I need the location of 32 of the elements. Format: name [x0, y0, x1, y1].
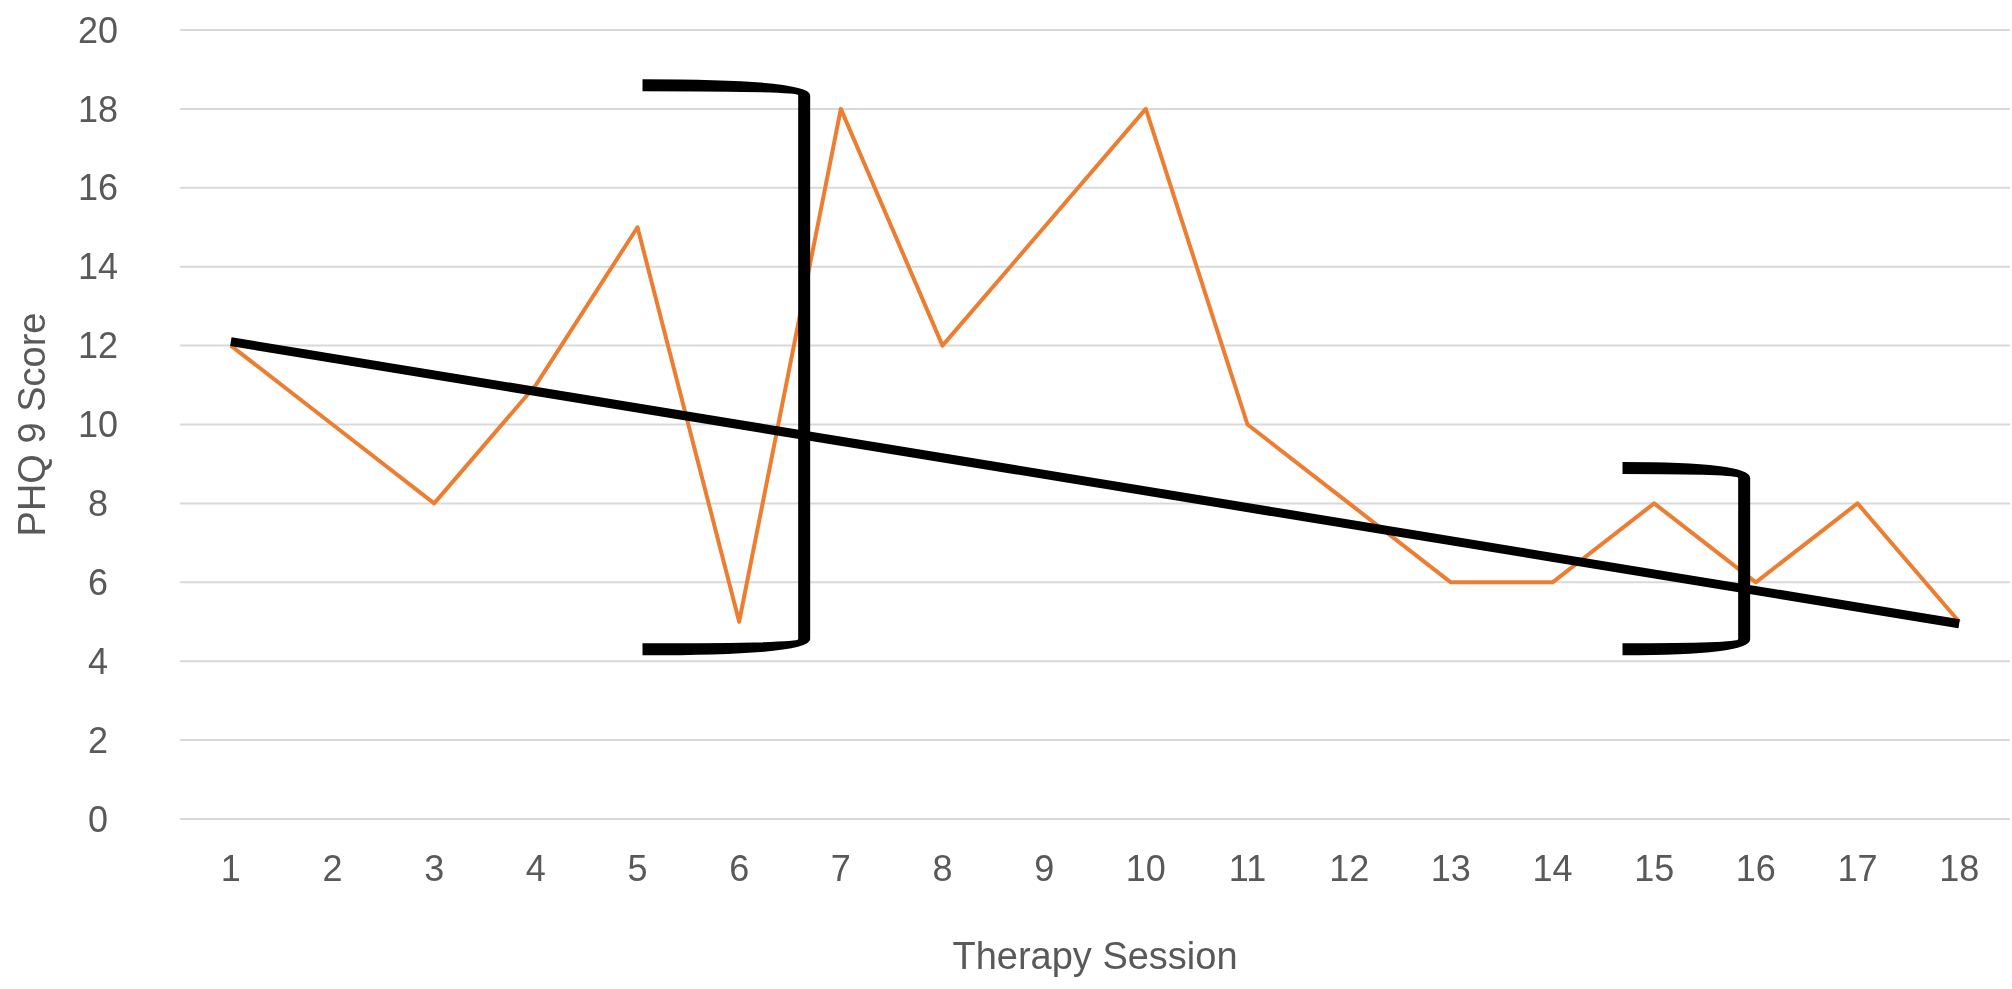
x-tick-label: 8 — [932, 848, 953, 889]
x-tick-label: 6 — [729, 848, 750, 889]
x-tick-label: 9 — [1034, 848, 1055, 889]
y-tick-label: 16 — [77, 167, 119, 209]
x-tick-label: 13 — [1430, 848, 1471, 889]
x-tick-label: 12 — [1329, 848, 1370, 889]
y-tick-label: 2 — [87, 719, 109, 761]
y-tick-label: 4 — [87, 640, 109, 682]
x-tick-label: 11 — [1228, 848, 1267, 889]
y-tick-label: 8 — [87, 483, 109, 524]
y-tick-label: 0 — [87, 798, 109, 840]
x-tick-label: 3 — [424, 848, 445, 889]
x-tick-label: 4 — [525, 848, 546, 889]
y-tick-label: 14 — [77, 246, 119, 288]
x-tick-label: 2 — [322, 848, 343, 889]
y-tick-label: 18 — [77, 88, 119, 130]
x-tick-label: 17 — [1837, 848, 1878, 889]
y-tick-label: 10 — [77, 404, 119, 446]
y-tick-label: 12 — [77, 325, 119, 367]
x-tick-label: 14 — [1532, 848, 1573, 889]
y-axis-title: PHQ 9 Score — [11, 312, 53, 537]
x-tick-label: 16 — [1735, 848, 1776, 889]
x-tick-label: 15 — [1634, 848, 1675, 889]
y-tick-label: 6 — [87, 561, 109, 603]
x-axis-title: Therapy Session — [952, 935, 1238, 977]
x-tick-label: 1 — [220, 848, 241, 889]
line-series — [228, 106, 1962, 624]
y-tick-label: 20 — [77, 9, 119, 51]
x-tick-label: 5 — [627, 848, 648, 889]
x-tick-label: 10 — [1125, 848, 1166, 889]
x-tick-label: 7 — [830, 848, 851, 889]
x-tick-label: 18 — [1939, 848, 1980, 889]
